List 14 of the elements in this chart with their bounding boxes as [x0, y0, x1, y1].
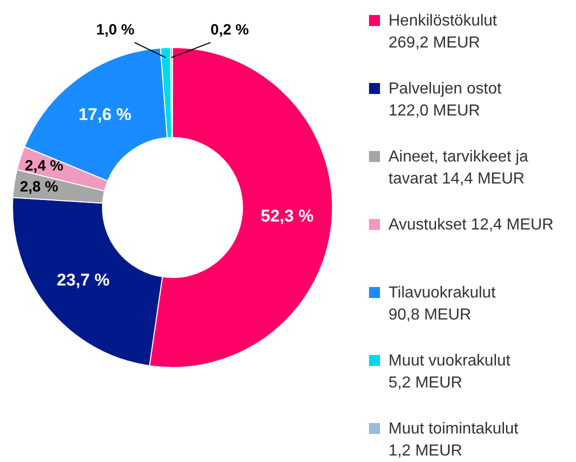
data-label: 1,0 %: [96, 22, 134, 38]
data-label: 17,6 %: [78, 104, 132, 124]
legend-label: Avustukset 12,4 MEUR: [388, 216, 554, 234]
legend-label: Palvelujen ostot 122,0 MEUR: [388, 80, 502, 120]
data-label: 2,8 %: [20, 178, 58, 196]
data-label: 23,7 %: [56, 270, 110, 290]
legend-label: Muut toimintakulut 1,2 MEUR: [388, 420, 519, 460]
data-label: 2,4 %: [24, 157, 64, 174]
legend-label: Tilavuokrakulut 90,8 MEUR: [388, 284, 496, 324]
legend-label: Aineet, tarvikkeet ja tavarat 14,4 MEUR: [388, 148, 528, 188]
data-label: 0,2 %: [210, 22, 249, 38]
data-label: 52,3 %: [260, 206, 314, 226]
legend-label: Muut vuokrakulut 5,2 MEUR: [388, 352, 511, 392]
legend-label: Henkilöstökulut 269,2 MEUR: [388, 12, 498, 52]
